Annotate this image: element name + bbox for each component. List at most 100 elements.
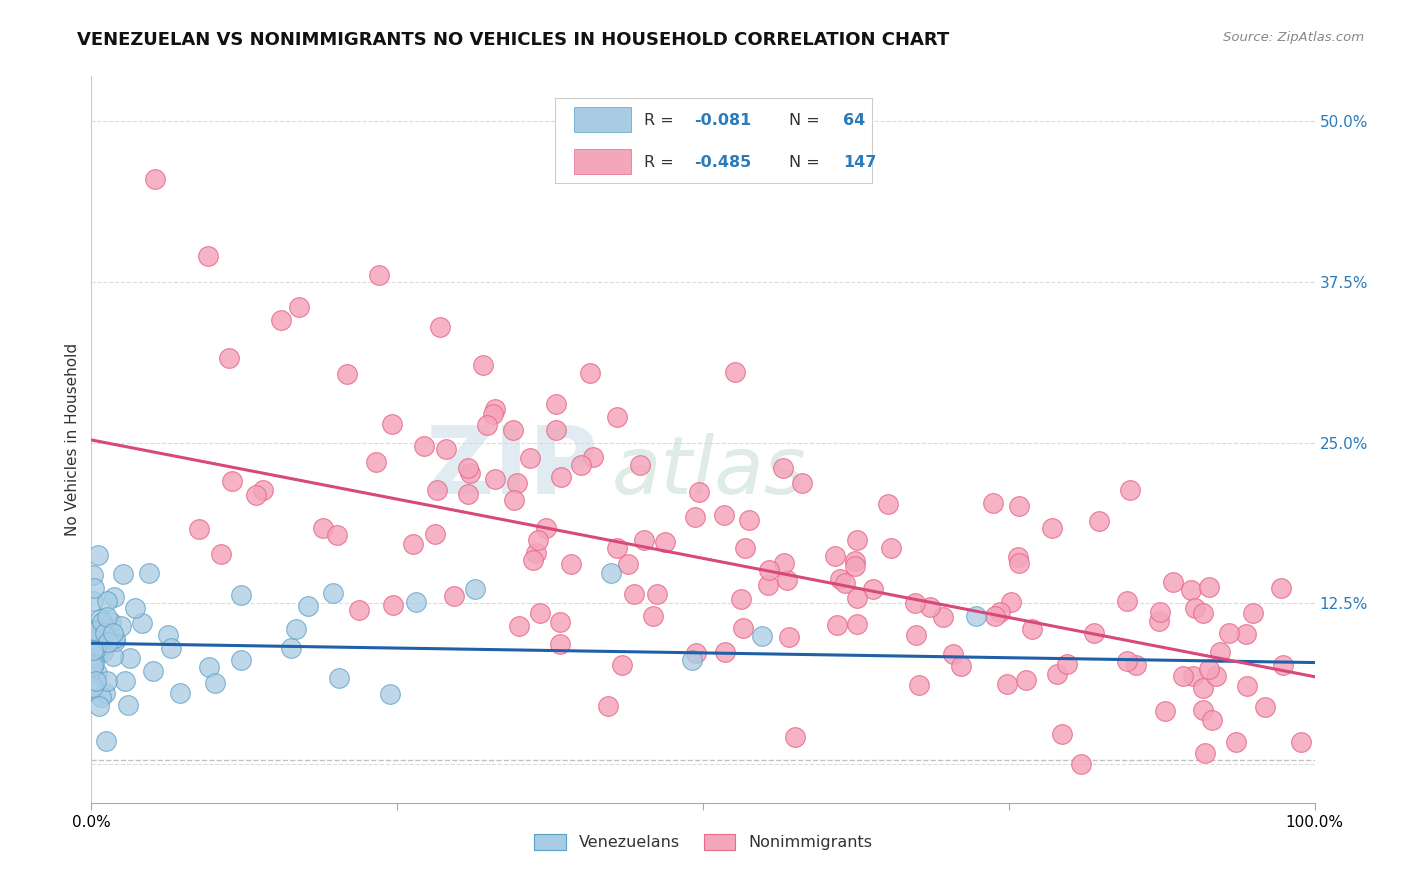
Point — [460, 466, 482, 480]
Point — [221, 474, 243, 488]
Point — [949, 659, 972, 673]
Point — [197, 660, 219, 674]
Point — [880, 541, 903, 555]
Point — [844, 554, 866, 568]
Point — [984, 608, 1007, 623]
Point — [548, 637, 571, 651]
Point — [713, 508, 735, 522]
Point — [1000, 595, 1022, 609]
Point — [617, 557, 640, 571]
Point — [84, 643, 107, 657]
Point — [111, 567, 134, 582]
Point — [142, 664, 165, 678]
Text: N =: N = — [790, 112, 825, 128]
Point — [738, 513, 761, 527]
Point — [481, 407, 503, 421]
Point — [876, 498, 898, 512]
Text: -0.485: -0.485 — [695, 155, 752, 170]
Point — [633, 533, 655, 547]
Point — [484, 471, 506, 485]
Point — [965, 608, 987, 623]
Point — [623, 586, 645, 600]
Point — [845, 591, 868, 605]
Point — [104, 633, 127, 648]
Point — [825, 618, 848, 632]
Point — [1218, 625, 1240, 640]
Point — [1201, 714, 1223, 728]
Point — [643, 608, 665, 623]
Point — [82, 643, 104, 657]
Point — [131, 615, 153, 630]
Point — [988, 605, 1011, 619]
Point — [1015, 673, 1038, 687]
Point — [82, 624, 104, 638]
Point — [457, 460, 479, 475]
Point — [1147, 615, 1170, 629]
Point — [1225, 735, 1247, 749]
Point — [775, 574, 797, 588]
Point — [932, 610, 955, 624]
Point — [464, 582, 486, 597]
Point — [502, 492, 524, 507]
Point — [844, 558, 866, 573]
Point — [367, 268, 389, 283]
Point — [284, 622, 307, 636]
Point — [560, 557, 582, 571]
Point — [209, 547, 232, 561]
Point — [124, 601, 146, 615]
Point — [96, 610, 118, 624]
Point — [1046, 666, 1069, 681]
Point — [846, 616, 869, 631]
Point — [218, 351, 240, 366]
Point — [1171, 669, 1194, 683]
Point — [758, 563, 780, 577]
Point — [87, 549, 110, 563]
Point — [683, 510, 706, 524]
Point — [87, 698, 110, 713]
Point — [288, 301, 311, 315]
Bar — [575, 106, 631, 132]
Point — [94, 686, 117, 700]
Point — [828, 572, 851, 586]
Point — [1191, 702, 1213, 716]
Point — [550, 470, 572, 484]
Point — [783, 730, 806, 744]
Point — [103, 591, 125, 605]
Text: -0.081: -0.081 — [695, 112, 752, 128]
Point — [612, 657, 634, 672]
Point — [86, 666, 108, 681]
Point — [942, 647, 965, 661]
Point — [506, 476, 529, 491]
Point — [197, 249, 219, 263]
Point — [89, 612, 111, 626]
Legend: Venezuelans, Nonimmigrants: Venezuelans, Nonimmigrants — [527, 827, 879, 856]
Y-axis label: No Vehicles in Household: No Vehicles in Household — [65, 343, 80, 536]
Bar — [575, 149, 631, 175]
Point — [91, 615, 114, 629]
Point — [1154, 704, 1177, 718]
Point — [90, 643, 112, 657]
Point — [1289, 735, 1312, 749]
Point — [1087, 514, 1109, 528]
Point — [1241, 606, 1264, 620]
Point — [138, 566, 160, 580]
Point — [1021, 622, 1043, 636]
Point — [645, 587, 668, 601]
Point — [1271, 657, 1294, 672]
Point — [1181, 669, 1204, 683]
Point — [405, 594, 427, 608]
Point — [527, 533, 550, 547]
Point — [600, 566, 623, 580]
Point — [714, 645, 737, 659]
Point — [86, 628, 108, 642]
Point — [204, 675, 226, 690]
Point — [1180, 583, 1202, 598]
Point — [322, 585, 344, 599]
Point — [91, 645, 114, 659]
Point — [606, 541, 628, 556]
Point — [1116, 654, 1139, 668]
Point — [1205, 669, 1227, 683]
Point — [578, 366, 600, 380]
Point — [378, 687, 401, 701]
Point — [423, 527, 446, 541]
